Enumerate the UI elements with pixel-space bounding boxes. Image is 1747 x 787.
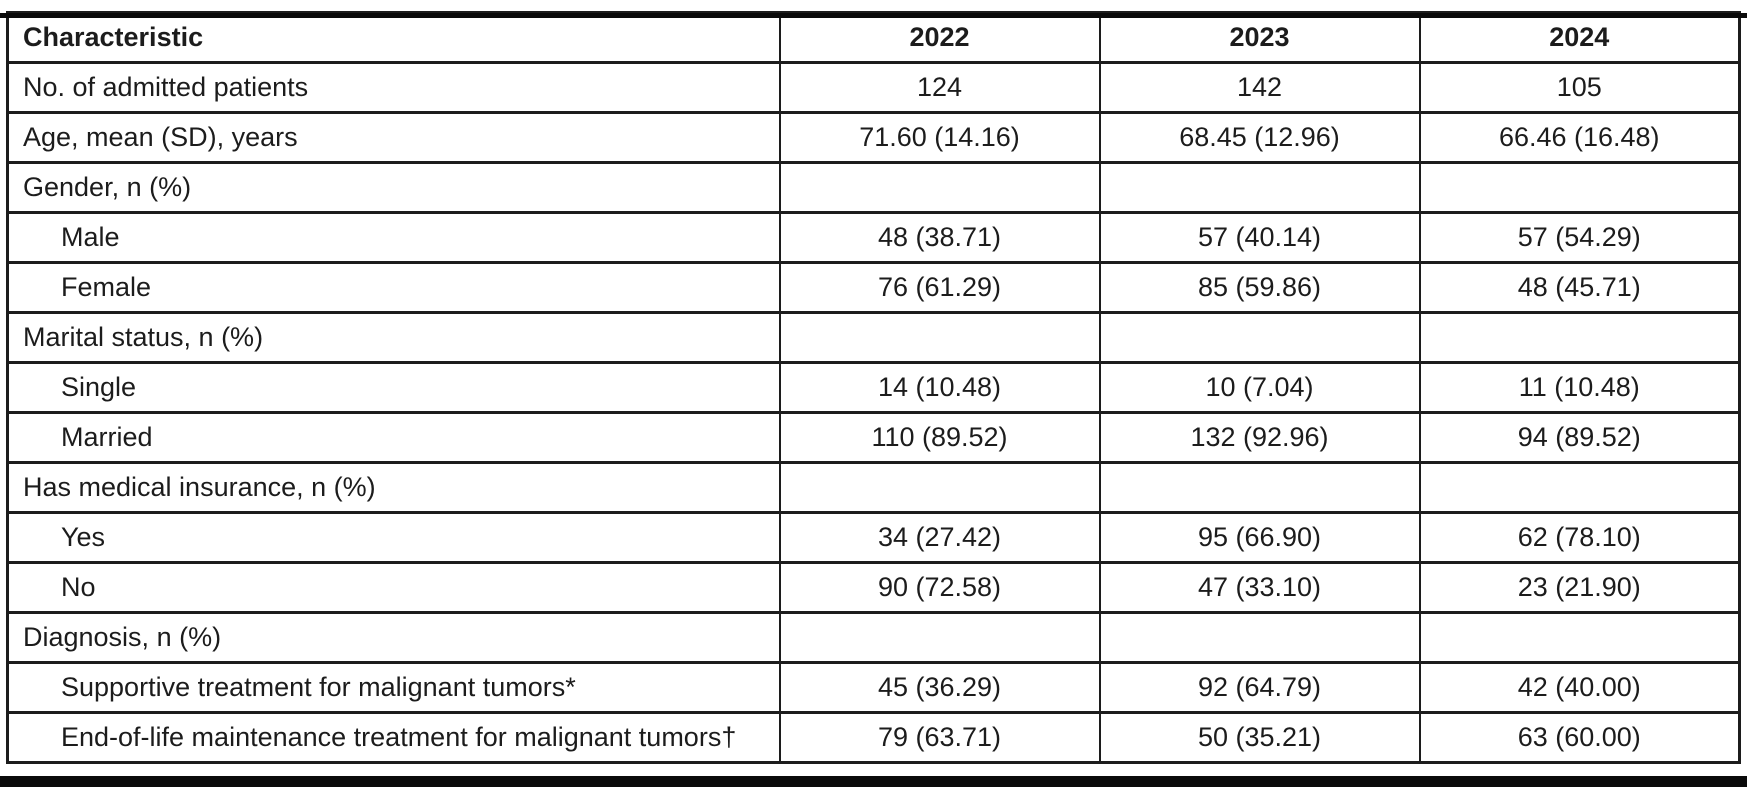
value-cell: 63 (60.00) xyxy=(1418,711,1741,764)
value-cell xyxy=(1418,461,1741,514)
value-cell: 76 (61.29) xyxy=(778,261,1101,314)
table-row: Male 48 (38.71) 57 (40.14) 57 (54.29) xyxy=(6,211,1741,264)
value-cell: 90 (72.58) xyxy=(778,561,1101,614)
table-row: End-of-life maintenance treatment for ma… xyxy=(6,711,1741,764)
row-label: Single xyxy=(6,361,781,414)
table-row: Single 14 (10.48) 10 (7.04) 11 (10.48) xyxy=(6,361,1741,414)
value-cell: 34 (27.42) xyxy=(778,511,1101,564)
patient-characteristics-table: Characteristic 2022 2023 2024 No. of adm… xyxy=(6,11,1741,764)
value-cell: 66.46 (16.48) xyxy=(1418,111,1741,164)
row-label: Male xyxy=(6,211,781,264)
row-label-category: Gender, n (%) xyxy=(6,161,781,214)
row-label: Female xyxy=(6,261,781,314)
value-cell: 23 (21.90) xyxy=(1418,561,1741,614)
value-cell xyxy=(1098,461,1421,514)
value-cell xyxy=(1418,161,1741,214)
value-cell: 110 (89.52) xyxy=(778,411,1101,464)
value-cell: 45 (36.29) xyxy=(778,661,1101,714)
table-row: Age, mean (SD), years 71.60 (14.16) 68.4… xyxy=(6,111,1741,164)
row-label-category: Has medical insurance, n (%) xyxy=(6,461,781,514)
table-header-row: Characteristic 2022 2023 2024 xyxy=(6,11,1741,64)
value-cell: 48 (38.71) xyxy=(778,211,1101,264)
value-cell: 14 (10.48) xyxy=(778,361,1101,414)
value-cell: 57 (40.14) xyxy=(1098,211,1421,264)
table-row: Diagnosis, n (%) xyxy=(6,611,1741,664)
value-cell xyxy=(1098,611,1421,664)
table-row: Has medical insurance, n (%) xyxy=(6,461,1741,514)
value-cell xyxy=(778,611,1101,664)
value-cell: 85 (59.86) xyxy=(1098,261,1421,314)
header-year-2022: 2022 xyxy=(778,11,1101,64)
value-cell xyxy=(778,161,1101,214)
table-row: Female 76 (61.29) 85 (59.86) 48 (45.71) xyxy=(6,261,1741,314)
row-label: Yes xyxy=(6,511,781,564)
table-row: Marital status, n (%) xyxy=(6,311,1741,364)
table-row: Yes 34 (27.42) 95 (66.90) 62 (78.10) xyxy=(6,511,1741,564)
value-cell: 11 (10.48) xyxy=(1418,361,1741,414)
row-label: End-of-life maintenance treatment for ma… xyxy=(6,711,781,764)
row-label: Married xyxy=(6,411,781,464)
value-cell: 42 (40.00) xyxy=(1418,661,1741,714)
value-cell: 50 (35.21) xyxy=(1098,711,1421,764)
header-characteristic: Characteristic xyxy=(6,11,781,64)
value-cell: 142 xyxy=(1098,61,1421,114)
row-label: No xyxy=(6,561,781,614)
value-cell xyxy=(778,311,1101,364)
value-cell xyxy=(1418,611,1741,664)
value-cell xyxy=(1418,311,1741,364)
row-label: Age, mean (SD), years xyxy=(6,111,781,164)
table-row: Married 110 (89.52) 132 (92.96) 94 (89.5… xyxy=(6,411,1741,464)
value-cell: 105 xyxy=(1418,61,1741,114)
header-year-2024: 2024 xyxy=(1418,11,1741,64)
value-cell: 95 (66.90) xyxy=(1098,511,1421,564)
value-cell: 124 xyxy=(778,61,1101,114)
value-cell xyxy=(1098,161,1421,214)
header-year-2023: 2023 xyxy=(1098,11,1421,64)
bottom-rule-bar xyxy=(0,776,1747,787)
value-cell: 57 (54.29) xyxy=(1418,211,1741,264)
value-cell: 10 (7.04) xyxy=(1098,361,1421,414)
row-label-category: Marital status, n (%) xyxy=(6,311,781,364)
row-label: Supportive treatment for malignant tumor… xyxy=(6,661,781,714)
value-cell: 94 (89.52) xyxy=(1418,411,1741,464)
value-cell: 68.45 (12.96) xyxy=(1098,111,1421,164)
value-cell: 62 (78.10) xyxy=(1418,511,1741,564)
table-row: No 90 (72.58) 47 (33.10) 23 (21.90) xyxy=(6,561,1741,614)
value-cell: 79 (63.71) xyxy=(778,711,1101,764)
value-cell: 48 (45.71) xyxy=(1418,261,1741,314)
value-cell: 71.60 (14.16) xyxy=(778,111,1101,164)
row-label: No. of admitted patients xyxy=(6,61,781,114)
row-label-category: Diagnosis, n (%) xyxy=(6,611,781,664)
top-rule-bar xyxy=(0,13,1747,18)
value-cell: 47 (33.10) xyxy=(1098,561,1421,614)
value-cell: 132 (92.96) xyxy=(1098,411,1421,464)
table-row: Gender, n (%) xyxy=(6,161,1741,214)
value-cell xyxy=(1098,311,1421,364)
value-cell xyxy=(778,461,1101,514)
value-cell: 92 (64.79) xyxy=(1098,661,1421,714)
table-row: Supportive treatment for malignant tumor… xyxy=(6,661,1741,714)
table-row: No. of admitted patients 124 142 105 xyxy=(6,61,1741,114)
